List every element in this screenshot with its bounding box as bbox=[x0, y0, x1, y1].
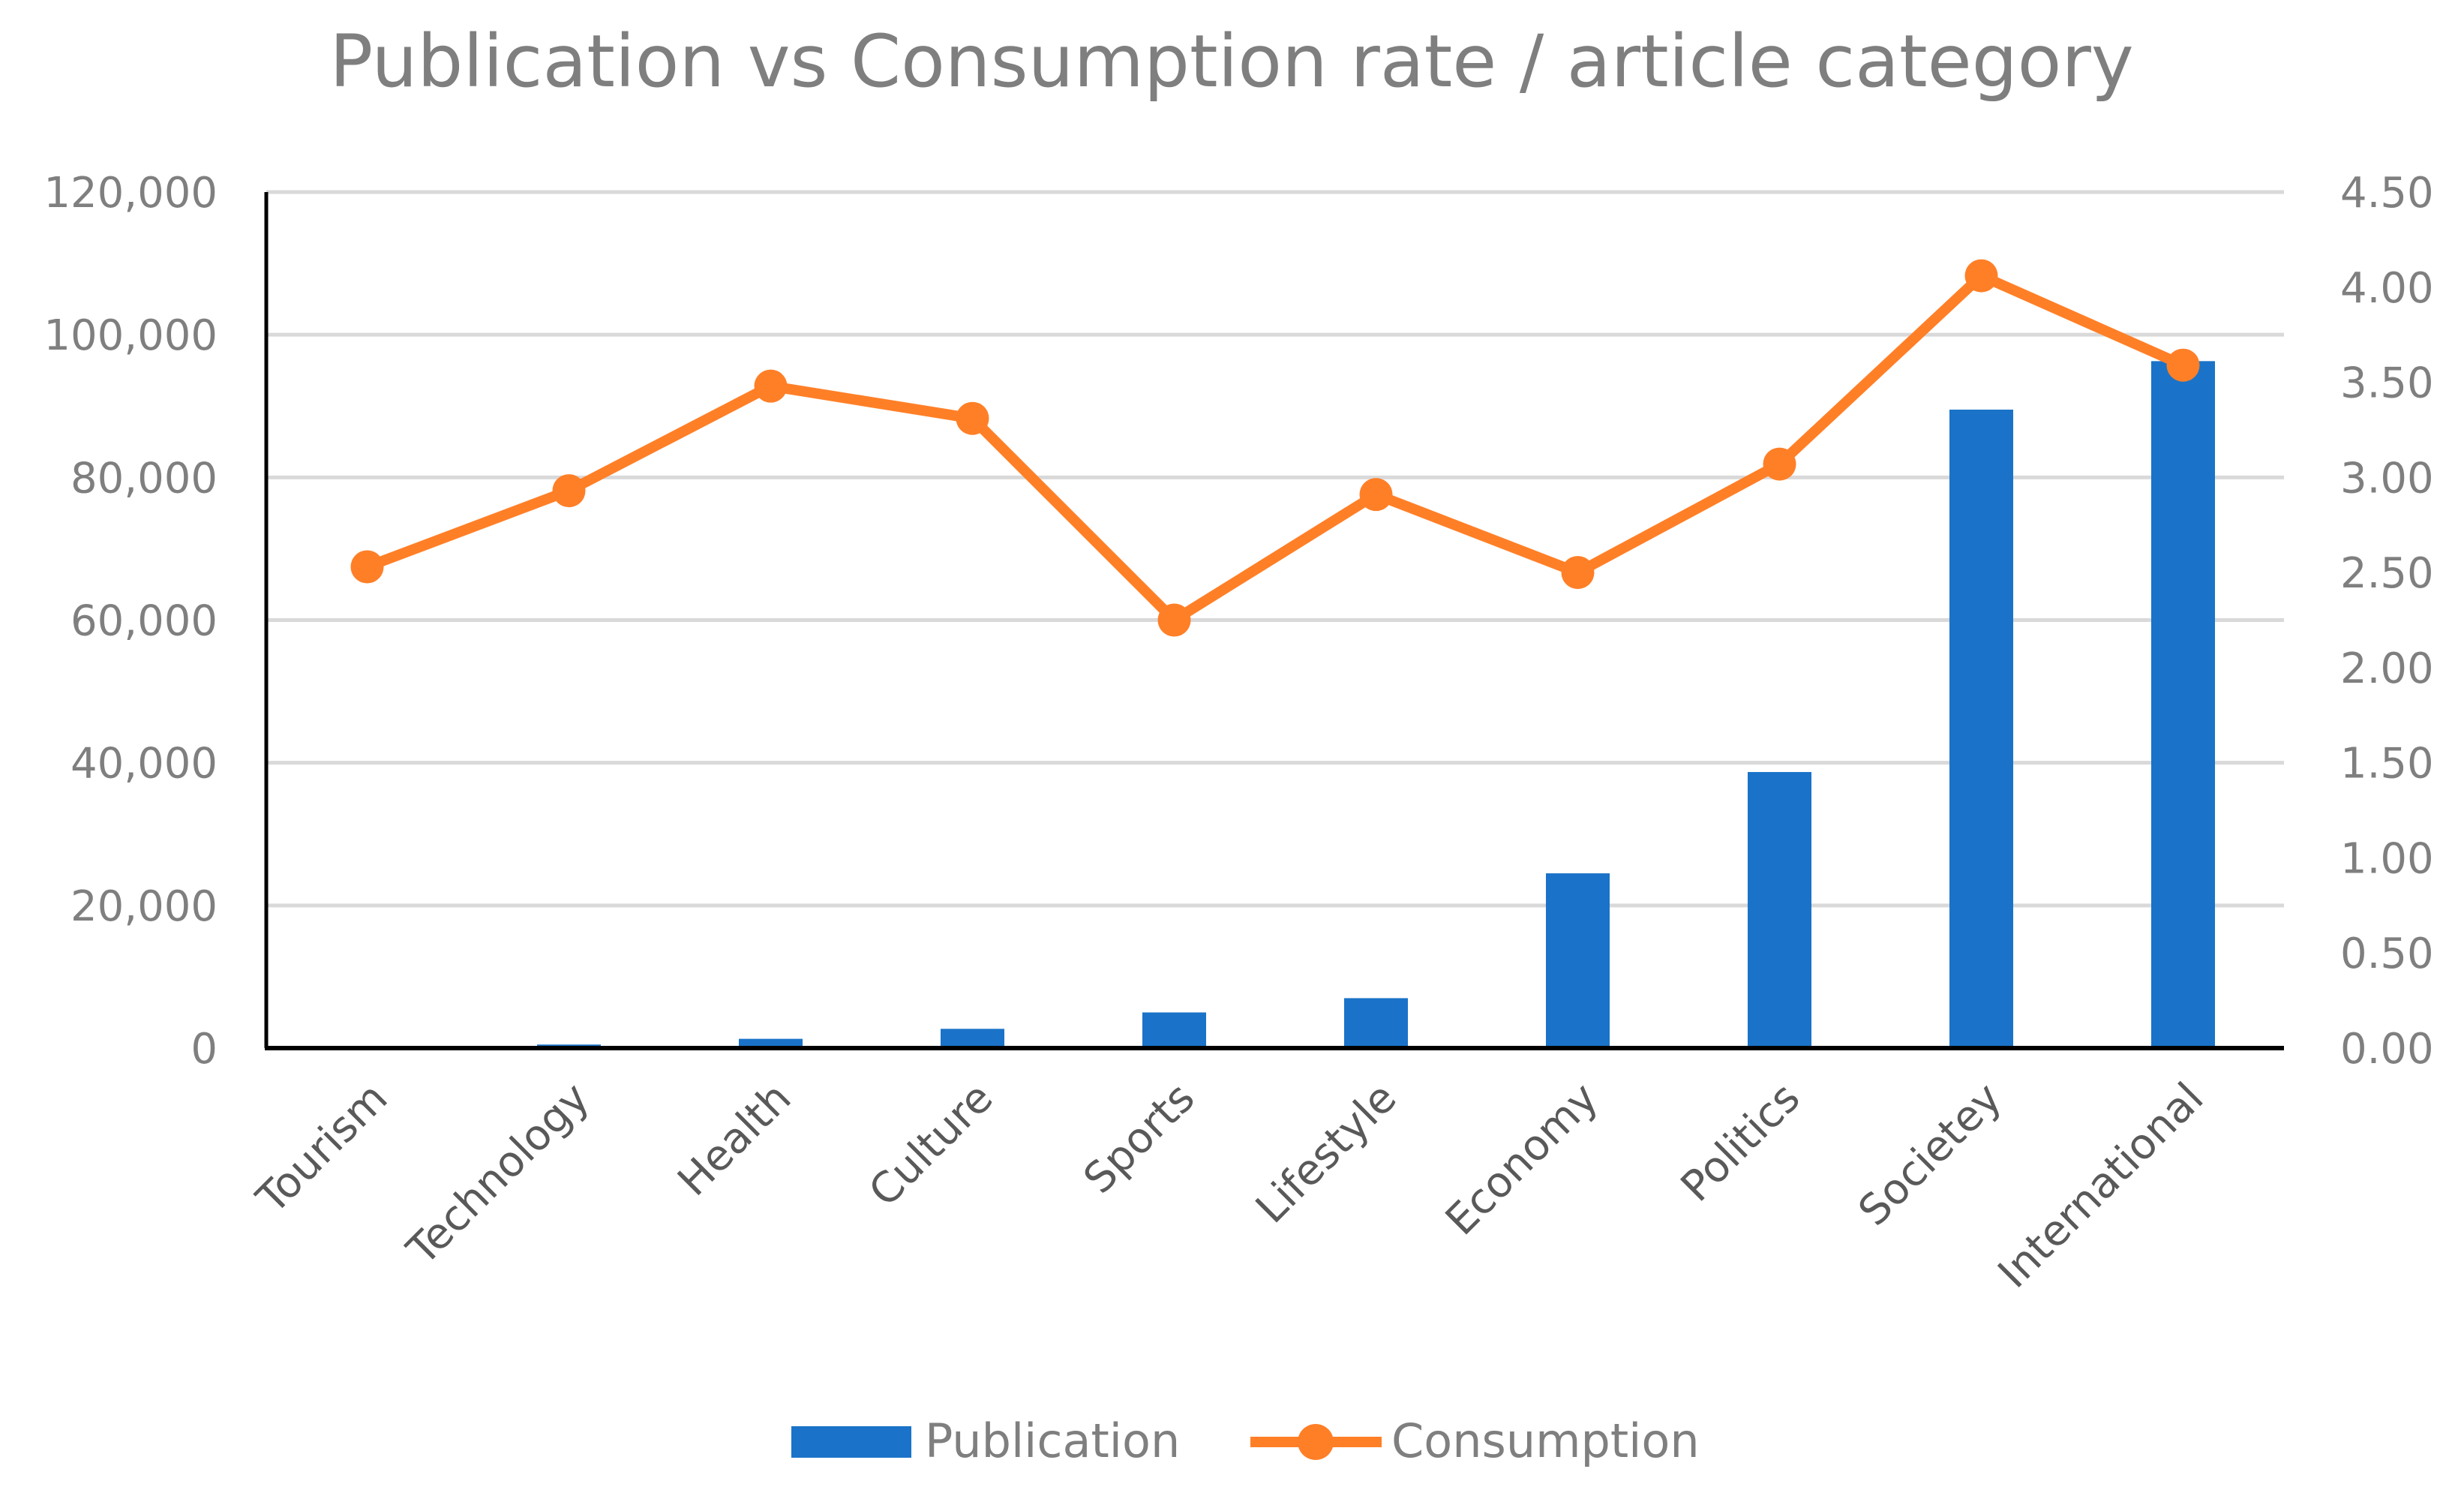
category-label-international: International bbox=[1989, 1074, 2213, 1298]
bar-publication-lifestyle bbox=[1344, 998, 1408, 1048]
left-tick-label: 20,000 bbox=[71, 882, 218, 931]
legend-swatch-publication bbox=[791, 1426, 911, 1458]
left-tick-label: 100,000 bbox=[44, 311, 218, 360]
category-label-technology: Technology bbox=[398, 1074, 599, 1275]
legend-label-publication: Publication bbox=[925, 1413, 1180, 1468]
category-labels: Tourism Technology Health Culture Sports Life… bbox=[247, 1074, 2213, 1298]
point-consumption-economy bbox=[1561, 556, 1595, 590]
point-consumption-tourism bbox=[350, 550, 384, 584]
bar-publication-economy bbox=[1546, 873, 1610, 1048]
right-tick-label: 1.00 bbox=[2340, 834, 2434, 883]
bar-publication-culture bbox=[941, 1029, 1004, 1048]
line-layer bbox=[350, 259, 2200, 637]
category-label-economy: Economy bbox=[1436, 1074, 1607, 1245]
left-tick-label: 40,000 bbox=[71, 740, 218, 789]
point-consumption-international bbox=[2166, 348, 2200, 382]
right-tick-label: 0.50 bbox=[2340, 930, 2434, 978]
right-tick-label: 0.00 bbox=[2340, 1025, 2434, 1074]
category-label-culture: Culture bbox=[860, 1074, 1002, 1216]
category-label-lifestyle: Lifestyle bbox=[1247, 1074, 1406, 1233]
left-tick-label: 60,000 bbox=[71, 597, 218, 646]
right-tick-label: 3.00 bbox=[2340, 454, 2434, 503]
bar-publication-international bbox=[2151, 361, 2215, 1048]
left-axis-ticks: 0 20,000 40,000 60,000 80,000 100,000 120,000 bbox=[44, 169, 218, 1074]
bar-publication-politics bbox=[1748, 772, 1811, 1048]
right-axis-ticks: 0.00 0.50 1.00 1.50 2.00 2.50 3.00 3.50 4.00 4.50 bbox=[2340, 169, 2434, 1074]
chart-title: Publication vs Consumption rate / articl… bbox=[329, 20, 2133, 104]
point-consumption-politics bbox=[1763, 447, 1796, 481]
right-tick-label: 4.50 bbox=[2340, 169, 2434, 218]
point-consumption-technology bbox=[552, 474, 586, 508]
bar-layer bbox=[335, 361, 2215, 1048]
axis-layer bbox=[264, 192, 2284, 1050]
legend-label-consumption: Consumption bbox=[1391, 1413, 1700, 1468]
point-consumption-lifestyle bbox=[1359, 478, 1393, 512]
category-label-sports: Sports bbox=[1075, 1074, 1205, 1203]
point-consumption-culture bbox=[956, 401, 989, 435]
bar-publication-sports bbox=[1142, 1012, 1206, 1048]
left-tick-label: 120,000 bbox=[44, 169, 218, 218]
category-label-societey: Societey bbox=[1850, 1074, 2012, 1236]
left-tick-label: 0 bbox=[191, 1025, 218, 1074]
bar-publication-societey bbox=[1949, 410, 2013, 1048]
right-tick-label: 3.50 bbox=[2340, 359, 2434, 408]
legend-swatch-consumption-marker bbox=[1298, 1424, 1334, 1460]
right-tick-label: 2.50 bbox=[2340, 549, 2434, 598]
right-tick-label: 1.50 bbox=[2340, 740, 2434, 789]
right-tick-label: 4.00 bbox=[2340, 264, 2434, 313]
category-label-health: Health bbox=[668, 1074, 800, 1206]
category-label-tourism: Tourism bbox=[247, 1074, 397, 1224]
line-consumption bbox=[362, 270, 2189, 626]
point-consumption-health bbox=[754, 369, 788, 403]
point-consumption-societey bbox=[1964, 259, 1998, 293]
point-consumption-sports bbox=[1157, 603, 1191, 637]
legend: Publication Consumption bbox=[791, 1413, 1700, 1468]
right-tick-label: 2.00 bbox=[2340, 644, 2434, 693]
left-tick-label: 80,000 bbox=[71, 454, 218, 503]
bar-publication-health bbox=[739, 1038, 803, 1048]
category-label-politics: Politics bbox=[1672, 1074, 1810, 1212]
